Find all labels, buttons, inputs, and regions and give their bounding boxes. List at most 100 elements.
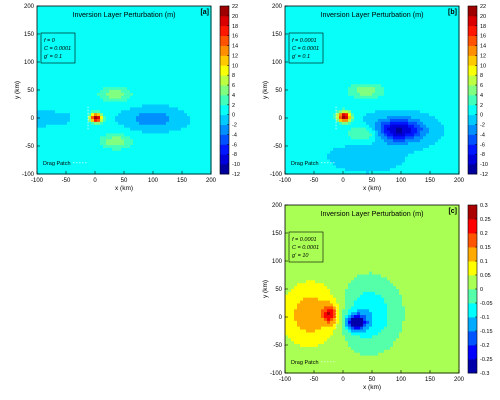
contour-cell [285,34,289,39]
contour-cell [37,26,41,30]
contour-cell [157,150,161,155]
contour-cell [100,72,104,77]
contour-cell [306,8,310,13]
contour-cell [142,145,146,149]
contour-cell [43,171,47,175]
contour-cell [285,147,289,152]
contour-cell [163,17,167,22]
contour-cell [103,98,107,103]
contour-cell [46,66,50,71]
contour-cell [312,95,316,100]
contour-cell [294,95,298,100]
contour-cell [85,113,89,117]
contour-cell [145,101,149,106]
contour-cell [82,72,86,77]
contour-cell [202,20,206,24]
contour-cell [169,43,173,48]
contour-cell [82,6,86,10]
contour-cell [196,78,200,82]
contour-cell [208,171,212,175]
contour-cell [145,153,149,158]
contour-cell [294,162,298,166]
contour-cell [163,75,167,80]
contour-cell [55,20,59,24]
contour-cell [94,46,98,51]
contour-cell [88,127,92,132]
contour-cell [136,150,140,155]
contour-cell [49,52,53,56]
contour-cell [199,124,203,129]
contour-cell [106,113,110,117]
contour-cell [136,69,140,74]
contour-cell [196,95,200,100]
contour-cell [294,55,298,59]
contour-cell [297,104,301,108]
contour-cell [70,118,74,123]
contour-cell [312,43,316,48]
contour-cell [139,90,143,94]
contour-cell [127,49,131,53]
contour-cell [79,49,83,53]
contour-cell [166,118,170,123]
contour-cell [288,116,292,120]
contour-cell [61,101,65,106]
contour-cell [139,116,143,120]
contour-cell [88,130,92,135]
contour-cell [139,23,143,27]
contour-cell [321,17,325,22]
contour-cell [82,63,86,68]
contour-cell [46,52,50,56]
contour-cell [297,32,301,36]
contour-cell [181,133,185,137]
contour-cell [208,110,212,114]
contour-cell [148,46,152,51]
contour-cell [43,116,47,120]
contour-cell [145,87,149,91]
contour-cell [202,23,206,27]
contour-cell [306,69,310,74]
contour-cell [46,23,50,27]
contour-cell [202,145,206,149]
contour-cell [61,17,65,22]
contour-cell [196,8,200,13]
contour-cell [103,14,107,19]
contour-cell [67,104,71,108]
contour-cell [112,113,116,117]
contour-cell [303,11,307,16]
contour-cell [49,145,53,149]
contour-cell [67,40,71,45]
contour-cell [142,156,146,161]
contour-cell [58,124,62,129]
contour-cell [202,171,206,175]
contour-cell [315,43,319,48]
contour-cell [100,20,104,24]
contour-cell [202,87,206,91]
contour-cell [288,75,292,80]
contour-cell [303,153,307,158]
contour-cell [196,104,200,108]
contour-cell [172,104,176,108]
contour-cell [306,81,310,85]
contour-cell [115,20,119,24]
contour-cell [88,104,92,108]
contour-cell [172,147,176,152]
contour-cell [130,165,134,169]
contour-cell [169,81,173,85]
contour-cell [306,104,310,108]
contour-cell [199,58,203,62]
contour-cell [76,43,80,48]
contour-cell [85,72,89,77]
contour-cell [58,90,62,94]
contour-cell [303,81,307,85]
contour-cell [303,145,307,149]
contour-cell [91,113,95,117]
contour-cell [40,29,44,33]
contour-cell [70,32,74,36]
contour-cell [67,110,71,114]
contour-cell [97,72,101,77]
contour-cell [148,165,152,169]
contour-cell [52,49,56,53]
contour-cell [61,87,65,91]
contour-cell [85,11,89,16]
contour-cell [76,113,80,117]
